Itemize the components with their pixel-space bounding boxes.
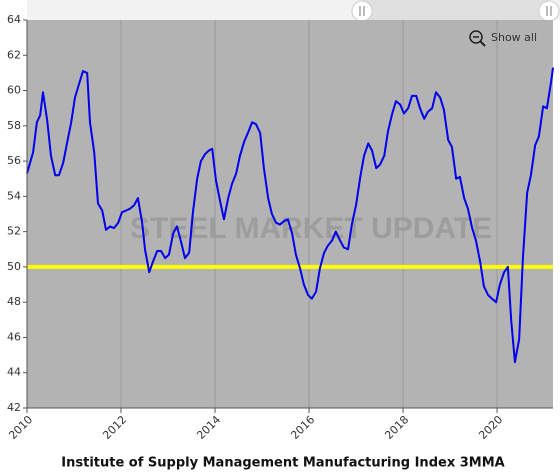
y-tick-label: 44	[7, 366, 21, 379]
y-tick-label: 54	[7, 189, 21, 202]
y-tick-label: 46	[7, 330, 21, 343]
y-tick-label: 60	[7, 84, 21, 97]
plot-area	[27, 20, 553, 408]
y-tick-label: 48	[7, 295, 21, 308]
data-line	[26, 67, 554, 364]
navigator-handle-left[interactable]	[351, 0, 373, 22]
navigator-selection[interactable]	[362, 0, 549, 20]
show-all-label[interactable]: Show all	[491, 31, 537, 44]
x-tick-label: 2018	[382, 413, 411, 442]
navigator-handle-right[interactable]	[538, 0, 560, 22]
y-tick-label: 56	[7, 154, 21, 167]
x-tick-label: 2012	[100, 413, 129, 442]
y-tick-label: 52	[7, 225, 21, 238]
y-tick-label: 50	[7, 260, 21, 273]
show-all-button[interactable]: Show all	[469, 30, 537, 47]
marks	[26, 67, 554, 364]
x-tick-label: 2010	[6, 413, 35, 442]
x-tick-label: 2020	[476, 413, 505, 442]
x-tick-label: 2014	[194, 413, 223, 442]
chart-title: Institute of Supply Management Manufactu…	[61, 456, 504, 471]
y-tick-label: 62	[7, 48, 21, 61]
y-tick-label: 64	[7, 13, 21, 26]
x-tick-label: 2016	[288, 413, 317, 442]
y-tick-label: 58	[7, 119, 21, 132]
y-tick-label: 42	[7, 401, 21, 414]
watermark: STEEL MARKET UPDATE	[130, 212, 492, 245]
